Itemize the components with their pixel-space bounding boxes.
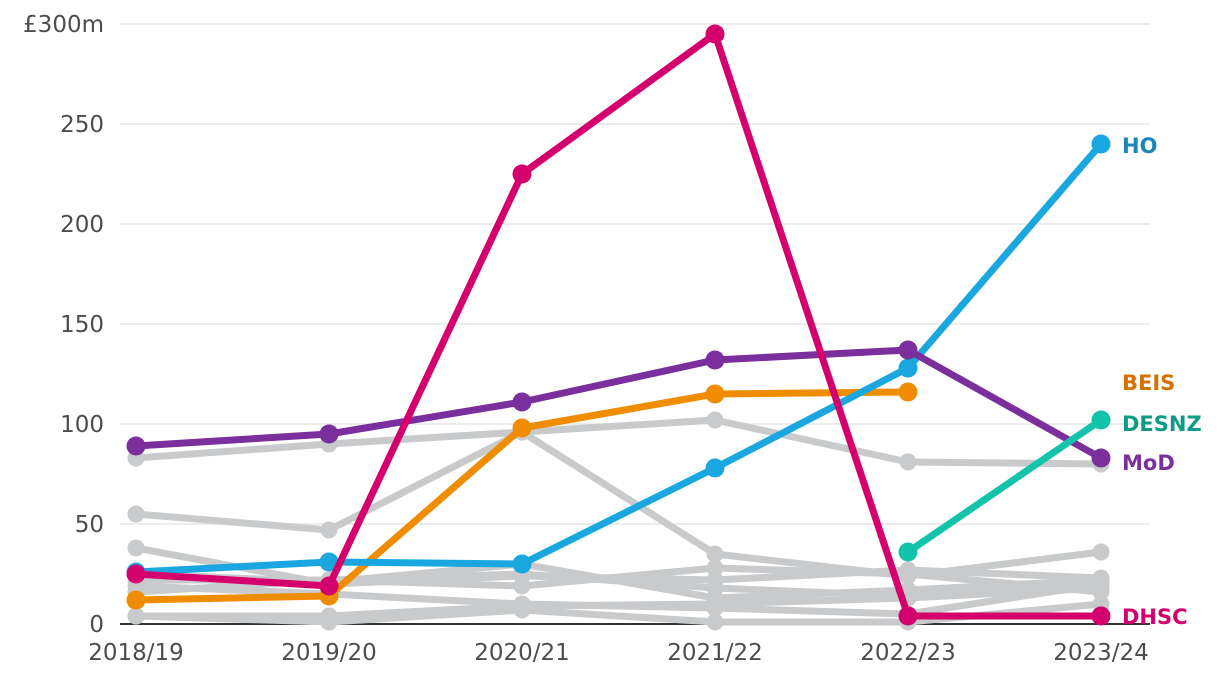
x-tick-label: 2022/23 [860, 640, 956, 666]
y-tick-label: 50 [75, 512, 104, 538]
data-point-mod [705, 350, 725, 370]
series-label-dhsc: DHSC [1122, 605, 1188, 629]
data-point-other [513, 601, 531, 619]
series-line-other [132, 416, 1105, 468]
data-point-other [127, 607, 145, 625]
series-labels: HO BEIS DESNZ MoD DHSC [1122, 134, 1202, 629]
y-tick-label: 100 [60, 412, 104, 438]
data-point-other [706, 411, 724, 429]
y-tick-label: 250 [60, 112, 104, 138]
data-point-ho [898, 358, 918, 378]
y-tick-label: 0 [89, 612, 104, 638]
x-axis: 2018/19 2019/20 2020/21 2021/22 2022/23 2023/… [88, 623, 1150, 666]
series-label-desnz: DESNZ [1122, 412, 1202, 436]
data-point-dhsc [898, 606, 918, 626]
data-point-ho [512, 554, 532, 574]
series-line-other [132, 428, 1105, 580]
highlighted-series [126, 24, 1111, 626]
data-point-other [706, 589, 724, 607]
data-point-mod [512, 392, 532, 412]
data-point-other [899, 565, 917, 583]
data-point-other [899, 453, 917, 471]
gridlines [120, 23, 1150, 525]
series-line-ho [132, 140, 1105, 576]
data-point-other [513, 577, 531, 595]
y-axis: 0 50 100 150 200 250 £300m [23, 12, 104, 638]
x-tick-label: 2021/22 [667, 640, 763, 666]
data-point-desnz [1091, 410, 1111, 430]
data-point-other [706, 545, 724, 563]
data-point-dhsc [126, 564, 146, 584]
data-point-other [127, 539, 145, 557]
x-tick-label: 2018/19 [88, 640, 184, 666]
series-line-desnz [904, 416, 1105, 556]
data-point-other [1092, 543, 1110, 561]
data-point-ho [1091, 134, 1111, 154]
data-point-dhsc [1091, 606, 1111, 626]
data-point-dhsc [512, 164, 532, 184]
series-line-mod [132, 346, 1105, 462]
data-point-desnz [898, 542, 918, 562]
y-tick-label: 150 [60, 312, 104, 338]
data-point-other [127, 505, 145, 523]
data-point-beis [898, 382, 918, 402]
data-point-beis [512, 418, 532, 438]
data-point-beis [126, 590, 146, 610]
data-point-dhsc [319, 576, 339, 596]
x-tick-label: 2020/21 [474, 640, 570, 666]
data-point-other [320, 613, 338, 631]
series-line-dhsc [132, 30, 1105, 620]
data-point-dhsc [705, 24, 725, 44]
series-label-mod: MoD [1122, 451, 1175, 475]
data-point-ho [319, 552, 339, 572]
data-point-other [706, 613, 724, 631]
data-point-mod [126, 436, 146, 456]
data-point-beis [705, 384, 725, 404]
data-point-other [1092, 571, 1110, 589]
series-label-ho: HO [1122, 134, 1157, 158]
data-point-mod [319, 424, 339, 444]
data-point-ho [705, 458, 725, 478]
x-tick-label: 2019/20 [281, 640, 377, 666]
data-point-mod [1091, 448, 1111, 468]
y-tick-label: £300m [23, 12, 104, 38]
x-tick-label: 2023/24 [1053, 640, 1149, 666]
data-point-other [320, 521, 338, 539]
series-label-beis: BEIS [1122, 371, 1175, 395]
data-point-mod [898, 340, 918, 360]
series-line-other [132, 584, 1105, 620]
y-tick-label: 200 [60, 212, 104, 238]
data-point-other [706, 559, 724, 577]
